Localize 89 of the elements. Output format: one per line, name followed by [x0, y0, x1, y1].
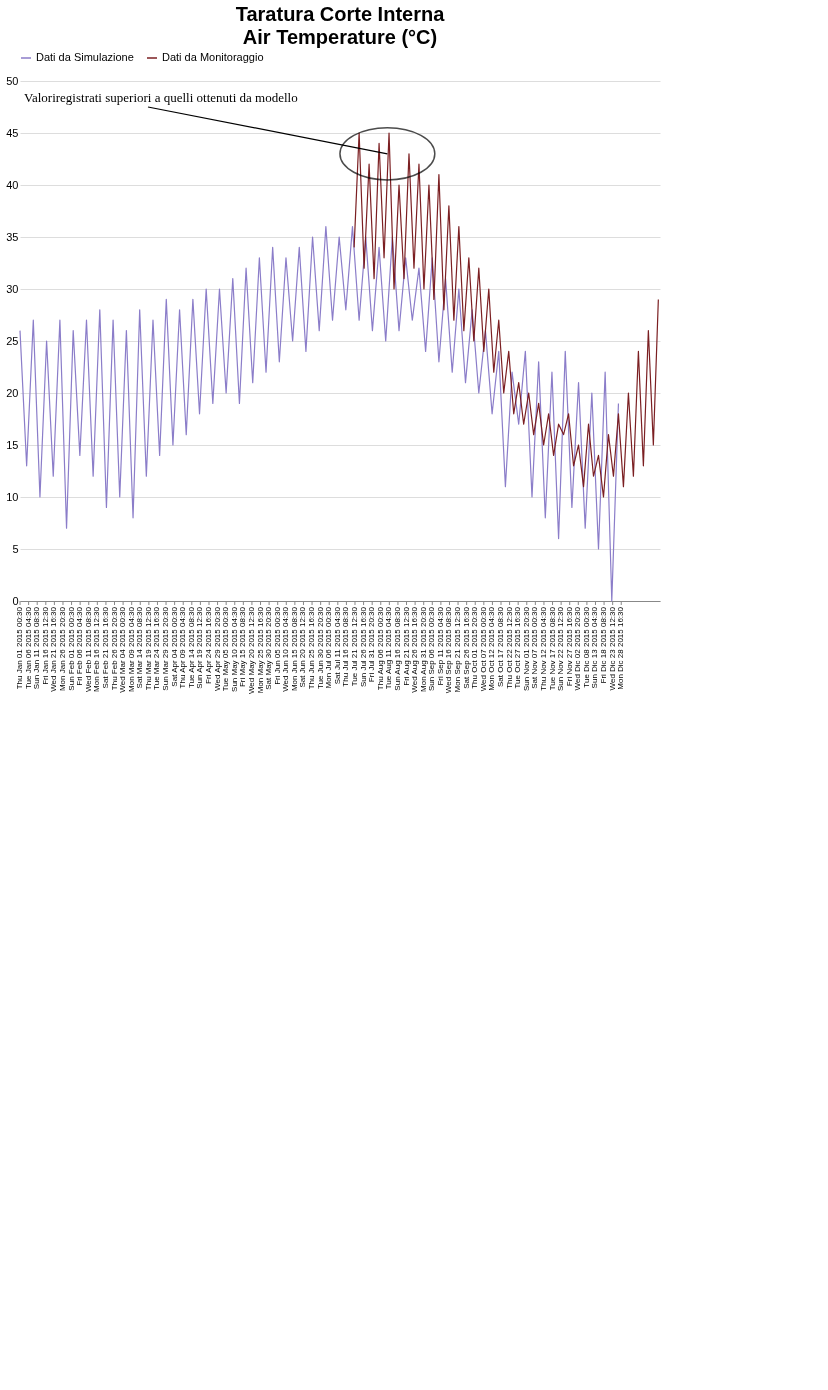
x-tick-label: Fri Sep 11 2015 04:30: [435, 606, 445, 686]
x-tick-label: Fri Jul 31 2015 20:30: [367, 606, 377, 683]
x-tick-label: Sat Mar 14 2015 08:30: [135, 606, 145, 689]
x-tick-label: Wed Dic 23 2015 12:30: [607, 606, 617, 691]
x-tick-label: Thu Aug 06 2015 00:30: [375, 606, 385, 691]
chart-title: Taratura Corte Interna: [235, 3, 446, 25]
x-tick-label: Thu Jan 01 2015 00:30: [15, 606, 25, 690]
x-tick-label: Mon Oct 12 2015 04:30: [487, 606, 497, 691]
x-tick-label: Fri Jun 05 2015 00:30: [272, 606, 282, 685]
x-tick-label: Tue Dic 08 2015 00:30: [581, 606, 591, 688]
x-tick-label: Sat Apr 04 2015 00:30: [169, 606, 179, 687]
x-tick-label: Sat Feb 21 2015 16:30: [100, 606, 110, 689]
x-tick-label: Fri May 15 2015 08:30: [238, 606, 248, 688]
x-tick-label: Thu Nov 12 2015 04:30: [538, 606, 548, 691]
legend-label: Dati da Monitoraggio: [162, 51, 264, 63]
x-tick-label: Fri Aug 21 2015 12:30: [401, 606, 411, 686]
x-tick-label: Sun Nov 01 2015 20:30: [521, 606, 531, 692]
line-series: [19, 226, 620, 602]
x-tick-label: Wed Dic 02 2015 20:30: [573, 606, 583, 691]
y-tick-label: 45: [6, 126, 19, 139]
x-tick-label: Mon Jan 26 2015 20:30: [57, 606, 67, 692]
y-tick-label: 0: [12, 594, 19, 607]
x-tick-label: Thu Jul 16 2015 08:30: [341, 606, 351, 687]
x-tick-label: Sat Jul 11 2015 04:30: [332, 606, 342, 685]
x-tick-label: Fri Nov 27 2015 16:30: [564, 606, 574, 687]
x-tick-label: Tue May 05 2015 00:30: [221, 606, 231, 692]
x-tick-label: Tue Mar 24 2015 16:30: [152, 606, 162, 690]
x-tick-label: Sun Sep 06 2015 00:30: [427, 606, 437, 692]
x-tick-label: Fri Feb 06 2015 04:30: [75, 606, 85, 686]
y-tick-label: 40: [6, 178, 19, 191]
x-tick-label: Wed Jun 10 2015 04:30: [281, 606, 291, 692]
x-tick-label: Wed Mar 04 2015 00:30: [118, 606, 128, 693]
x-tick-label: Wed Oct 07 2015 00:30: [478, 606, 488, 692]
x-tick-label: Fri Apr 24 2015 16:30: [203, 606, 213, 684]
x-tick-label: Sun Feb 01 2015 00:30: [66, 606, 76, 691]
x-tick-label: Tue Nov 17 2015 08:30: [547, 606, 557, 691]
y-tick-label: 35: [6, 230, 19, 243]
x-tick-label: Mon Sep 21 2015 12:30: [453, 606, 463, 693]
x-tick-label: Sun Nov 22 2015 12:30: [556, 606, 566, 692]
x-tick-label: Sat May 30 2015 20:30: [264, 606, 274, 690]
x-tick-label: Wed Jan 21 2015 16:30: [49, 606, 59, 692]
x-tick-label: Mon May 25 2015 16:30: [255, 606, 265, 694]
x-tick-label: Wed May 20 2015 12:30: [246, 606, 256, 695]
x-tick-label: Tue Jun 30 2015 20:30: [315, 606, 325, 689]
x-tick-label: Wed Sep 16 2015 08:30: [444, 606, 454, 694]
x-tick-label: Sun Jan 11 2015 08:30: [32, 606, 42, 690]
x-tick-label: Wed Apr 29 2015 20:30: [212, 606, 222, 691]
x-tick-label: Thu Feb 26 2015 20:30: [109, 606, 119, 691]
x-tick-label: Sat Oct 17 2015 08:30: [496, 606, 505, 688]
x-tick-label: Fri Dic 18 2015 08:30: [599, 606, 609, 684]
legend-label: Dati da Simulazione: [36, 51, 134, 63]
x-tick-label: Sun Jul 26 2015 16:30: [358, 606, 368, 688]
y-tick-label: 30: [6, 282, 19, 295]
y-tick-label: 10: [6, 490, 19, 503]
x-tick-label: Tue Apr 14 2015 08:30: [186, 606, 196, 689]
y-tick-label: 15: [6, 438, 19, 451]
x-tick-label: Sat Jun 20 2015 12:30: [298, 606, 308, 688]
x-tick-label: Thu Oct 01 2015 20:30: [470, 606, 480, 689]
x-tick-label: Sun May 10 2015 04:30: [229, 606, 239, 692]
x-tick-label: Tue Jul 21 2015 12:30: [350, 606, 359, 687]
x-tick-label: Mon Jul 06 2015 00:30: [324, 606, 334, 689]
y-tick-label: 20: [6, 386, 19, 399]
x-tick-label: Fri Jan 16 2015 12:30: [40, 606, 50, 685]
x-tick-label: Mon Jun 15 2015 08:30: [289, 606, 299, 692]
chart-subtitle: Air Temperature (°C): [242, 26, 438, 48]
x-tick-label: Mon Dic 28 2015 16:30: [616, 606, 626, 690]
x-tick-label: Thu Oct 22 2015 12:30: [504, 606, 514, 689]
x-tick-label: Thu Mar 19 2015 12:30: [143, 606, 153, 691]
x-tick-label: Sun Mar 29 2015 20:30: [161, 606, 171, 691]
annotation: Valoriregistrati superiori a quelli ottenuti da modello: [24, 90, 298, 105]
y-tick-label: 25: [6, 334, 19, 347]
x-tick-label: Sat Sep 26 2015 16:30: [461, 606, 471, 689]
x-tick-label: Thu Apr 09 2015 04:30: [178, 606, 188, 689]
x-tick-label: Sun Apr 19 2015 12:30: [195, 606, 205, 689]
x-tick-label: Tue Oct 27 2015 16:30: [513, 606, 523, 689]
x-tick-label: Wed Feb 11 2015 08:30: [83, 606, 93, 693]
x-tick-label: Tue Jan 06 2015 04:30: [23, 606, 33, 689]
x-tick-label: Sat Nov 07 2015 00:30: [530, 606, 540, 689]
x-tick-label: Thu Jun 25 2015 16:30: [307, 606, 317, 690]
y-tick-label: 50: [6, 74, 19, 87]
x-tick-label: Mon Aug 31 2015 20:30: [418, 606, 428, 692]
x-tick-label: Mon Mar 09 2015 04:30: [126, 606, 136, 692]
x-tick-label: Tue Aug 11 2015 04:30: [384, 606, 394, 690]
y-tick-label: 5: [12, 542, 19, 555]
x-tick-label: Wed Aug 26 2015 16:30: [410, 606, 420, 693]
x-tick-label: Sun Aug 16 2015 08:30: [392, 606, 402, 691]
x-tick-label: Mon Feb 16 2015 12:30: [92, 606, 102, 692]
x-tick-label: Sun Dic 13 2015 04:30: [590, 606, 600, 689]
line-series: [353, 132, 659, 498]
